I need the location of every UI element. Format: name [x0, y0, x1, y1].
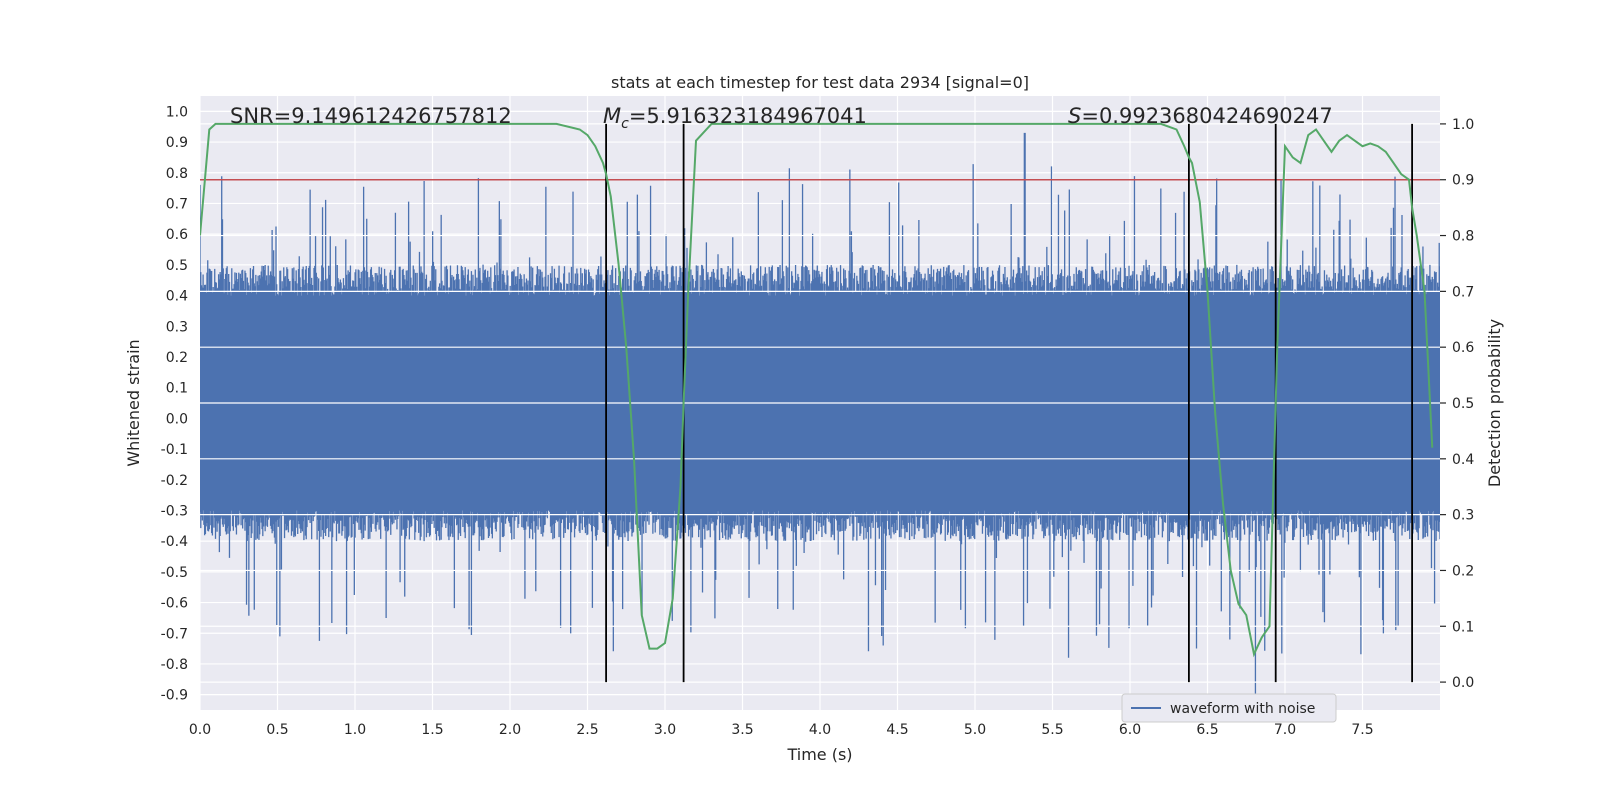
y2-tick-label: 0.2 — [1452, 563, 1474, 579]
y-tick-label: 0.8 — [166, 166, 188, 182]
x-tick-label: 6.5 — [1196, 722, 1218, 738]
x-tick-label: 7.0 — [1274, 722, 1296, 738]
x-tick-label: 6.0 — [1119, 722, 1141, 738]
y-tick-label: -0.5 — [161, 565, 188, 581]
x-tick-label: 4.0 — [809, 722, 831, 738]
x-tick-label: 4.5 — [886, 722, 908, 738]
y2-tick-label: 0.9 — [1452, 173, 1474, 189]
y-tick-label: -0.9 — [161, 688, 188, 704]
chart-title: stats at each timestep for test data 293… — [611, 73, 1029, 92]
s-value: =0.9923680424690247 — [1081, 104, 1332, 128]
snr-annotation: SNR=9.149612426757812 — [230, 104, 512, 128]
y-tick-label: 1.0 — [166, 104, 188, 120]
y-tick-label: -0.8 — [161, 657, 188, 673]
x-axis-label: Time (s) — [786, 745, 852, 764]
chirp-mass-subscript: c — [621, 116, 629, 132]
chirp-mass-symbol: M — [603, 104, 621, 128]
x-tick-label: 2.0 — [499, 722, 521, 738]
y2-tick-label: 0.1 — [1452, 619, 1474, 635]
legend-label-waveform: waveform with noise — [1170, 701, 1315, 717]
y-tick-label: 0.7 — [166, 196, 188, 212]
y-tick-label: -0.7 — [161, 626, 188, 642]
chirp-mass-value: =5.916323184967041 — [629, 104, 867, 128]
y2-tick-label: 0.4 — [1452, 452, 1474, 468]
y-tick-label: -0.3 — [161, 503, 188, 519]
y2-tick-label: 0.3 — [1452, 508, 1474, 524]
y2-tick-label: 0.8 — [1452, 229, 1474, 245]
y-tick-label: 0.9 — [166, 135, 188, 151]
y-tick-label: -0.6 — [161, 596, 188, 612]
s-annotation: S=0.9923680424690247 — [1068, 104, 1333, 128]
x-tick-label: 5.5 — [1041, 722, 1063, 738]
x-tick-label: 1.0 — [344, 722, 366, 738]
axis-ticks: 0.0 0.5 1.0 1.5 2.0 2.5 3.0 3.5 4.0 4.5 5.0 5.5 6.0 6… — [161, 104, 1475, 738]
x-tick-label: 3.0 — [654, 722, 676, 738]
y-tick-label: -0.4 — [161, 534, 188, 550]
y-tick-label: 0.0 — [166, 411, 188, 427]
x-tick-label: 7.5 — [1351, 722, 1373, 738]
y2-tick-label: 0.0 — [1452, 675, 1474, 691]
x-tick-label: 1.5 — [421, 722, 443, 738]
x-tick-label: 3.5 — [731, 722, 753, 738]
y2-tick-label: 1.0 — [1452, 117, 1474, 133]
y2-tick-label: 0.7 — [1452, 284, 1474, 300]
y-tick-label: -0.2 — [161, 473, 188, 489]
y-tick-label: -0.1 — [161, 442, 188, 458]
legend: waveform with noise — [1121, 693, 1337, 723]
chirp-mass-annotation: Mc=5.916323184967041 — [603, 104, 867, 132]
y-tick-label: 0.5 — [166, 258, 188, 274]
y-tick-label: 0.3 — [166, 319, 188, 335]
event-lines — [605, 123, 1413, 683]
y2-axis-label: Detection probability — [1485, 319, 1504, 487]
x-tick-label: 2.5 — [576, 722, 598, 738]
detection-probability-series — [200, 122, 1434, 658]
x-tick-label: 5.0 — [964, 722, 986, 738]
y2-tick-label: 0.6 — [1452, 340, 1474, 356]
legend-box — [1121, 693, 1337, 723]
probability-curve — [200, 122, 1434, 658]
x-tick-label: 0.0 — [189, 722, 211, 738]
y-axis-label: Whitened strain — [124, 339, 143, 466]
y-tick-label: 0.6 — [166, 227, 188, 243]
y-tick-label: 0.2 — [166, 350, 188, 366]
y2-tick-label: 0.5 — [1452, 396, 1474, 412]
x-tick-label: 0.5 — [266, 722, 288, 738]
horizontal-grid-overlay — [200, 123, 1440, 683]
y-tick-label: 0.1 — [166, 381, 188, 397]
y-tick-label: 0.4 — [166, 289, 188, 305]
s-symbol: S — [1068, 104, 1081, 128]
